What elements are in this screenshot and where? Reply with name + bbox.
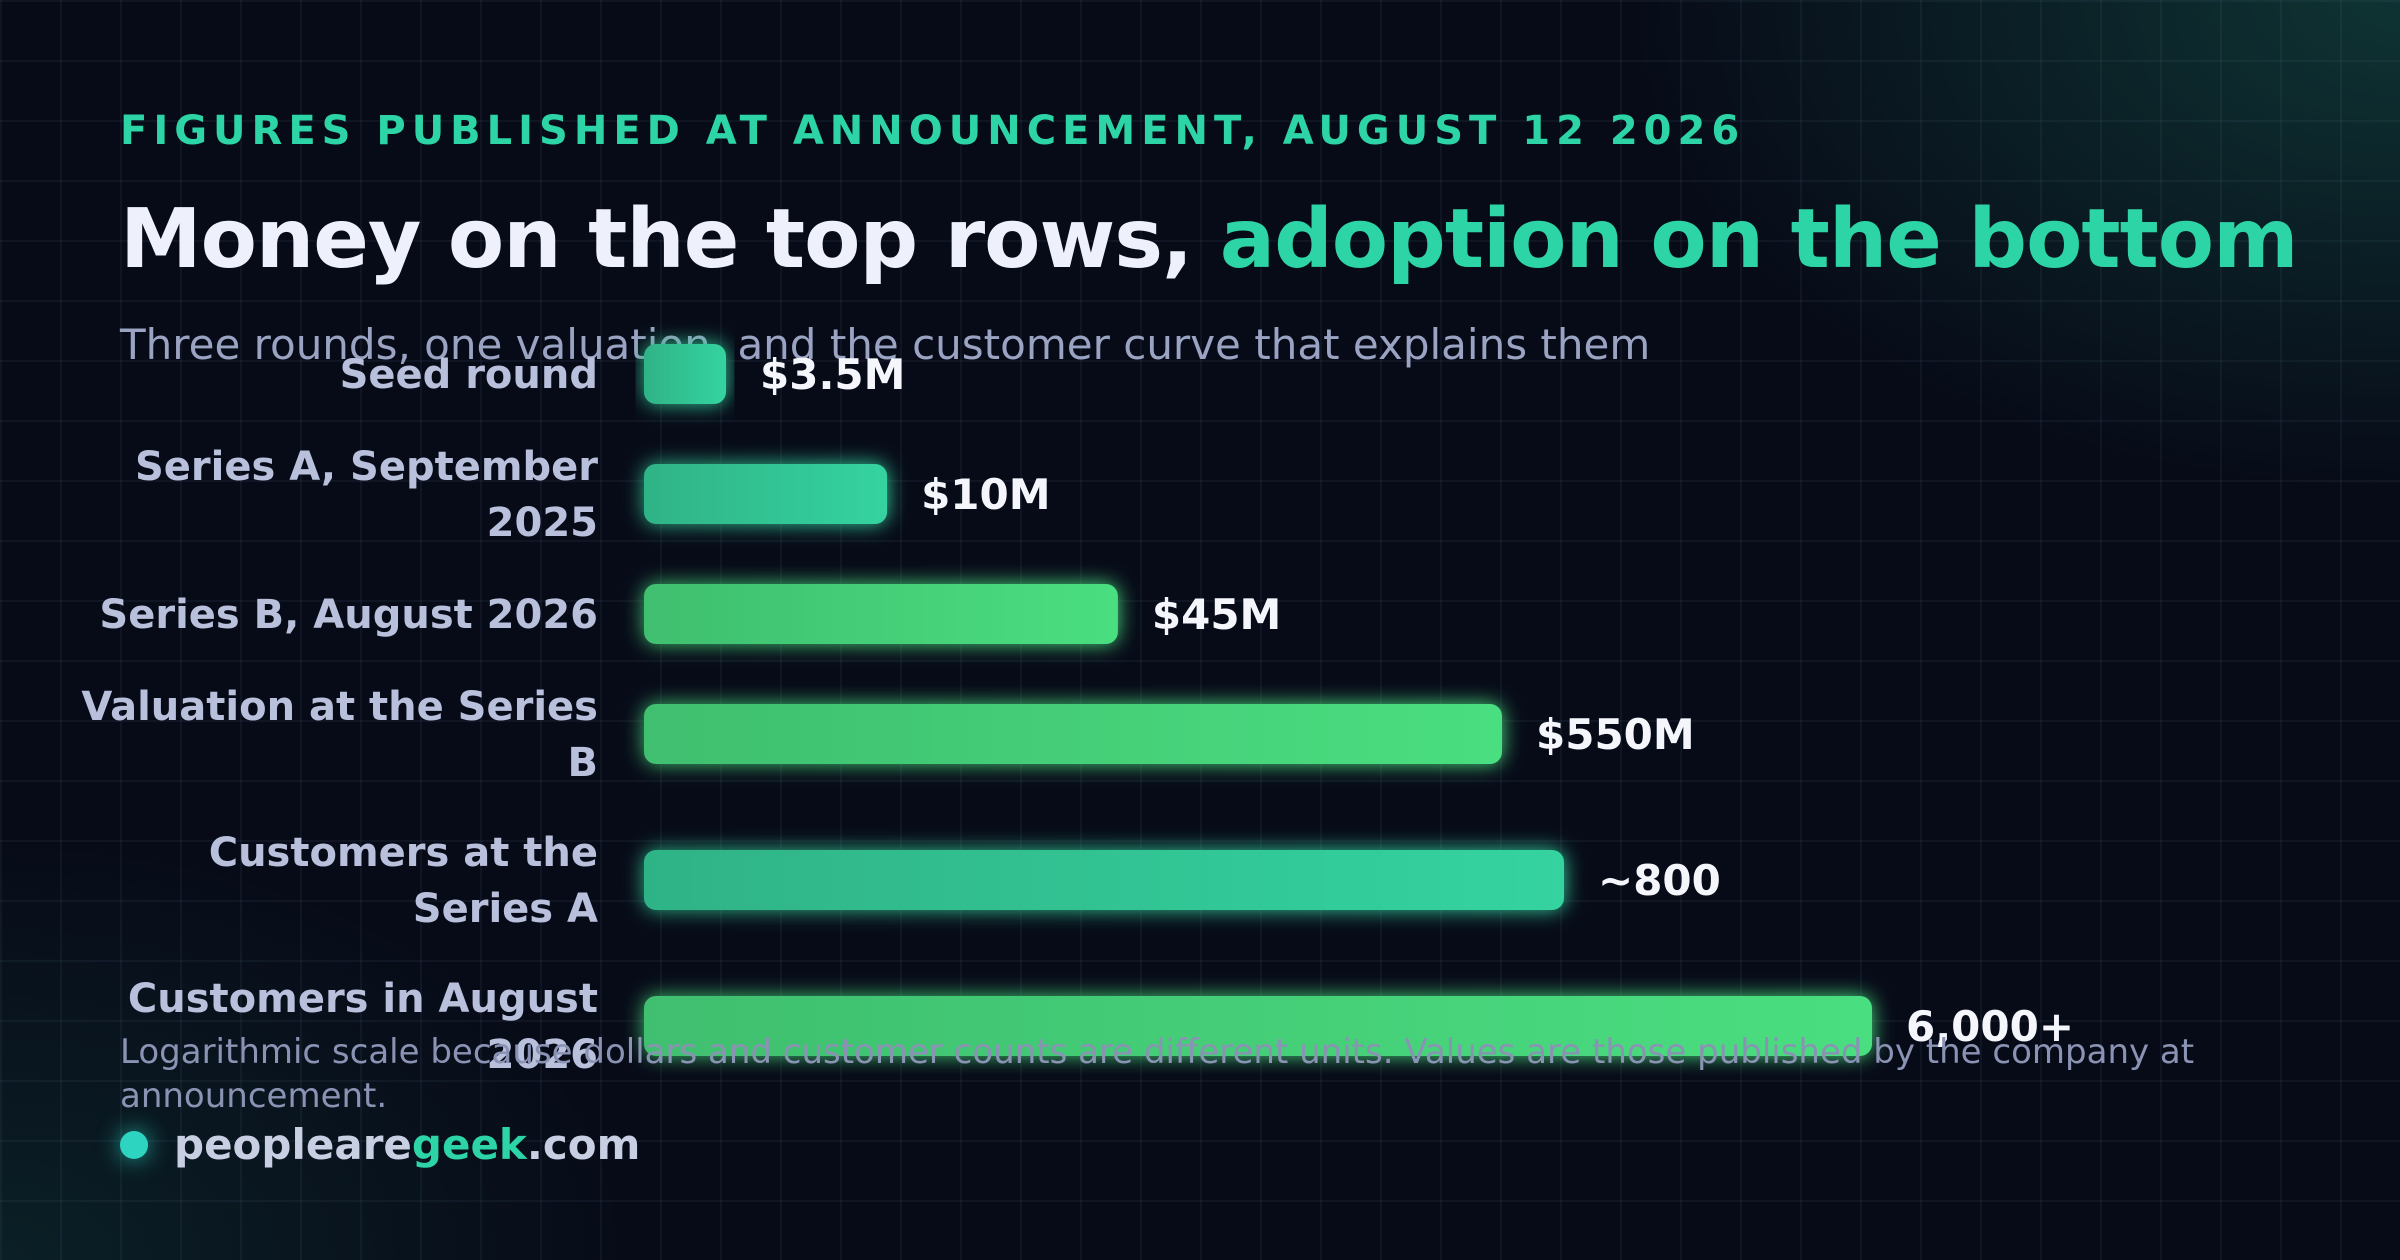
bar [644, 850, 1564, 910]
category-label: Valuation at the Series B [81, 684, 598, 786]
brand-suffix: .com [526, 1120, 641, 1169]
category-label: Customers at the Series A [209, 830, 598, 932]
bar [644, 464, 888, 524]
footnote: Logarithmic scale because dollars and cu… [120, 1032, 2195, 1116]
chart-title: Money on the top rows, adoption on the b… [120, 192, 2299, 287]
brand-accent: geek [411, 1120, 527, 1169]
brand-prefix: peopleare [174, 1120, 412, 1169]
value-label: $45M [1152, 590, 1281, 639]
category-label: Series B, August 2026 [99, 592, 598, 638]
category-label-line: Valuation at the Series [81, 684, 598, 730]
chart-title-main: Money on the top rows, [120, 192, 1220, 287]
category-label-line: Customers in August [128, 976, 598, 1022]
category-label-line: Series B, August 2026 [99, 592, 598, 638]
brand: peopleare geek .com [120, 1120, 640, 1169]
bar [644, 704, 1502, 764]
chart-title-accent: adoption on the bottom [1219, 192, 2299, 287]
chart-eyebrow: FIGURES PUBLISHED AT ANNOUNCEMENT, AUGUS… [120, 108, 1746, 154]
category-label-line: 2025 [487, 500, 598, 546]
value-label: $550M [1536, 710, 1695, 759]
category-label-line: Series A, September [135, 444, 598, 490]
category-label-line: Customers at the [209, 830, 598, 876]
bar [644, 584, 1118, 644]
category-label-line: B [568, 740, 599, 786]
category-label-line: Series A [413, 886, 598, 932]
value-label: $10M [921, 470, 1050, 519]
chart-subtitle: Three rounds, one valuation, and the cus… [120, 320, 1651, 369]
value-label: ~800 [1598, 856, 1721, 905]
category-label: Series A, September 2025 [135, 444, 598, 546]
brand-dot-icon [120, 1130, 148, 1159]
